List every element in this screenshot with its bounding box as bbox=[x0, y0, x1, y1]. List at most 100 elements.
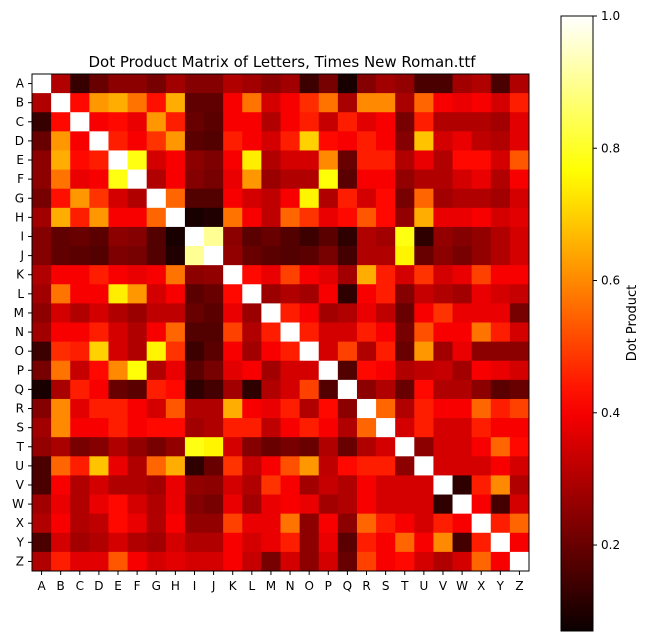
heatmap-cell-G-W bbox=[452, 188, 473, 209]
heatmap-cell-W-R bbox=[356, 494, 377, 515]
heatmap-cell-M-V bbox=[433, 303, 453, 323]
heatmap-cell-J-I bbox=[184, 246, 205, 266]
heatmap-cell-B-C bbox=[70, 93, 90, 113]
heatmap-cell-P-O bbox=[299, 360, 320, 381]
heatmap-cell-B-J bbox=[204, 93, 224, 113]
heatmap-cell-O-K bbox=[223, 341, 243, 362]
heatmap-cell-B-K bbox=[223, 93, 243, 113]
heatmap-cell-B-T bbox=[395, 93, 415, 113]
heatmap-cell-P-M bbox=[261, 360, 281, 381]
heatmap-cell-Y-A bbox=[32, 532, 52, 553]
heatmap-cell-W-U bbox=[414, 494, 434, 515]
heatmap-cell-K-M bbox=[261, 265, 281, 285]
heatmap-cell-L-S bbox=[376, 284, 396, 304]
heatmap-cell-R-E bbox=[108, 398, 128, 419]
x-tick-label: O bbox=[304, 579, 313, 593]
heatmap-cell-Y-R bbox=[356, 532, 377, 553]
heatmap-cell-P-D bbox=[89, 360, 109, 381]
colorbar-frame bbox=[560, 15, 594, 632]
heatmap-cell-F-L bbox=[242, 169, 262, 190]
x-tick-label: H bbox=[171, 579, 180, 593]
heatmap-cell-N-F bbox=[127, 322, 148, 343]
heatmap-cell-V-E bbox=[108, 475, 128, 495]
heatmap-cell-J-F bbox=[127, 246, 148, 266]
heatmap-cell-A-E bbox=[108, 74, 128, 94]
heatmap-cell-P-K bbox=[223, 360, 243, 381]
heatmap-cell-K-F bbox=[127, 265, 148, 285]
heatmap-cell-E-J bbox=[204, 150, 224, 170]
heatmap-cell-U-U bbox=[414, 456, 434, 476]
heatmap-cell-T-D bbox=[89, 437, 109, 457]
heatmap-cell-L-V bbox=[433, 284, 453, 304]
heatmap-cell-U-A bbox=[32, 456, 52, 476]
heatmap-cell-I-J bbox=[204, 226, 224, 247]
heatmap-cell-D-A bbox=[32, 131, 52, 151]
heatmap-cell-I-Y bbox=[490, 226, 511, 247]
y-tick-label: W bbox=[12, 497, 24, 511]
y-tick-label: J bbox=[19, 249, 24, 263]
y-tick-label: I bbox=[20, 229, 24, 243]
heatmap-cell-J-C bbox=[70, 246, 90, 266]
heatmap-cell-O-U bbox=[414, 341, 434, 362]
heatmap-cell-Q-Z bbox=[509, 379, 530, 400]
heatmap-cell-Y-O bbox=[299, 532, 320, 553]
heatmap-cell-R-I bbox=[184, 398, 205, 419]
heatmap-cell-Q-Q bbox=[337, 379, 358, 400]
heatmap-cell-T-P bbox=[318, 437, 339, 457]
heatmap-cell-V-F bbox=[127, 475, 148, 495]
heatmap-cell-Z-U bbox=[414, 551, 434, 572]
heatmap-cell-G-X bbox=[471, 188, 492, 209]
heatmap-cell-W-S bbox=[376, 494, 396, 515]
heatmap-cell-V-Q bbox=[337, 475, 358, 495]
heatmap-cell-V-C bbox=[70, 475, 90, 495]
heatmap-cell-X-Q bbox=[337, 513, 358, 534]
y-tick-label: Z bbox=[16, 554, 24, 568]
heatmap-cell-D-F bbox=[127, 131, 148, 151]
heatmap-cell-V-K bbox=[223, 475, 243, 495]
y-tick-label: G bbox=[15, 191, 24, 205]
heatmap-cell-X-N bbox=[280, 513, 301, 534]
heatmap-cell-F-Y bbox=[490, 169, 511, 190]
heatmap-cell-J-B bbox=[51, 246, 71, 266]
heatmap-cell-B-D bbox=[89, 93, 109, 113]
heatmap-cell-T-M bbox=[261, 437, 281, 457]
x-tick-label: X bbox=[477, 579, 485, 593]
heatmap-cell-R-A bbox=[32, 398, 52, 419]
heatmap-cell-X-V bbox=[433, 513, 453, 534]
heatmap-cell-G-R bbox=[356, 188, 377, 209]
heatmap-cell-O-M bbox=[261, 341, 281, 362]
heatmap-cell-J-J bbox=[204, 246, 224, 266]
heatmap-cell-H-E bbox=[108, 207, 128, 228]
heatmap-cell-T-O bbox=[299, 437, 320, 457]
heatmap-cell-F-D bbox=[89, 169, 109, 190]
heatmap-cell-M-X bbox=[471, 303, 492, 323]
heatmap-cell-U-L bbox=[242, 456, 262, 476]
y-tick-label: R bbox=[16, 402, 24, 416]
heatmap-cell-U-G bbox=[146, 456, 167, 476]
heatmap-cell-L-B bbox=[51, 284, 71, 304]
heatmap-cell-A-A bbox=[32, 74, 52, 94]
heatmap-cell-R-J bbox=[204, 398, 224, 419]
heatmap-cell-J-S bbox=[376, 246, 396, 266]
heatmap-cell-F-C bbox=[70, 169, 90, 190]
heatmap-cell-Q-R bbox=[356, 379, 377, 400]
heatmap-cell-C-N bbox=[280, 112, 301, 132]
heatmap-cell-K-G bbox=[146, 265, 167, 285]
heatmap-cell-X-T bbox=[395, 513, 415, 534]
heatmap-cell-L-G bbox=[146, 284, 167, 304]
heatmap-cell-E-B bbox=[51, 150, 71, 170]
heatmap-cell-Q-J bbox=[204, 379, 224, 400]
heatmap-cell-G-N bbox=[280, 188, 301, 209]
heatmap-cell-P-E bbox=[108, 360, 128, 381]
heatmap-cell-O-Y bbox=[490, 341, 511, 362]
heatmap-cell-O-A bbox=[32, 341, 52, 362]
heatmap-cell-N-I bbox=[184, 322, 205, 343]
heatmap-cell-N-G bbox=[146, 322, 167, 343]
y-tick-label: H bbox=[15, 210, 24, 224]
heatmap-cell-I-F bbox=[127, 226, 148, 247]
heatmap-cell-F-V bbox=[433, 169, 453, 190]
heatmap-cell-L-M bbox=[261, 284, 281, 304]
heatmap-cell-D-R bbox=[356, 131, 377, 151]
x-tick-label: J bbox=[211, 579, 216, 593]
heatmap-cell-U-Y bbox=[490, 456, 511, 476]
